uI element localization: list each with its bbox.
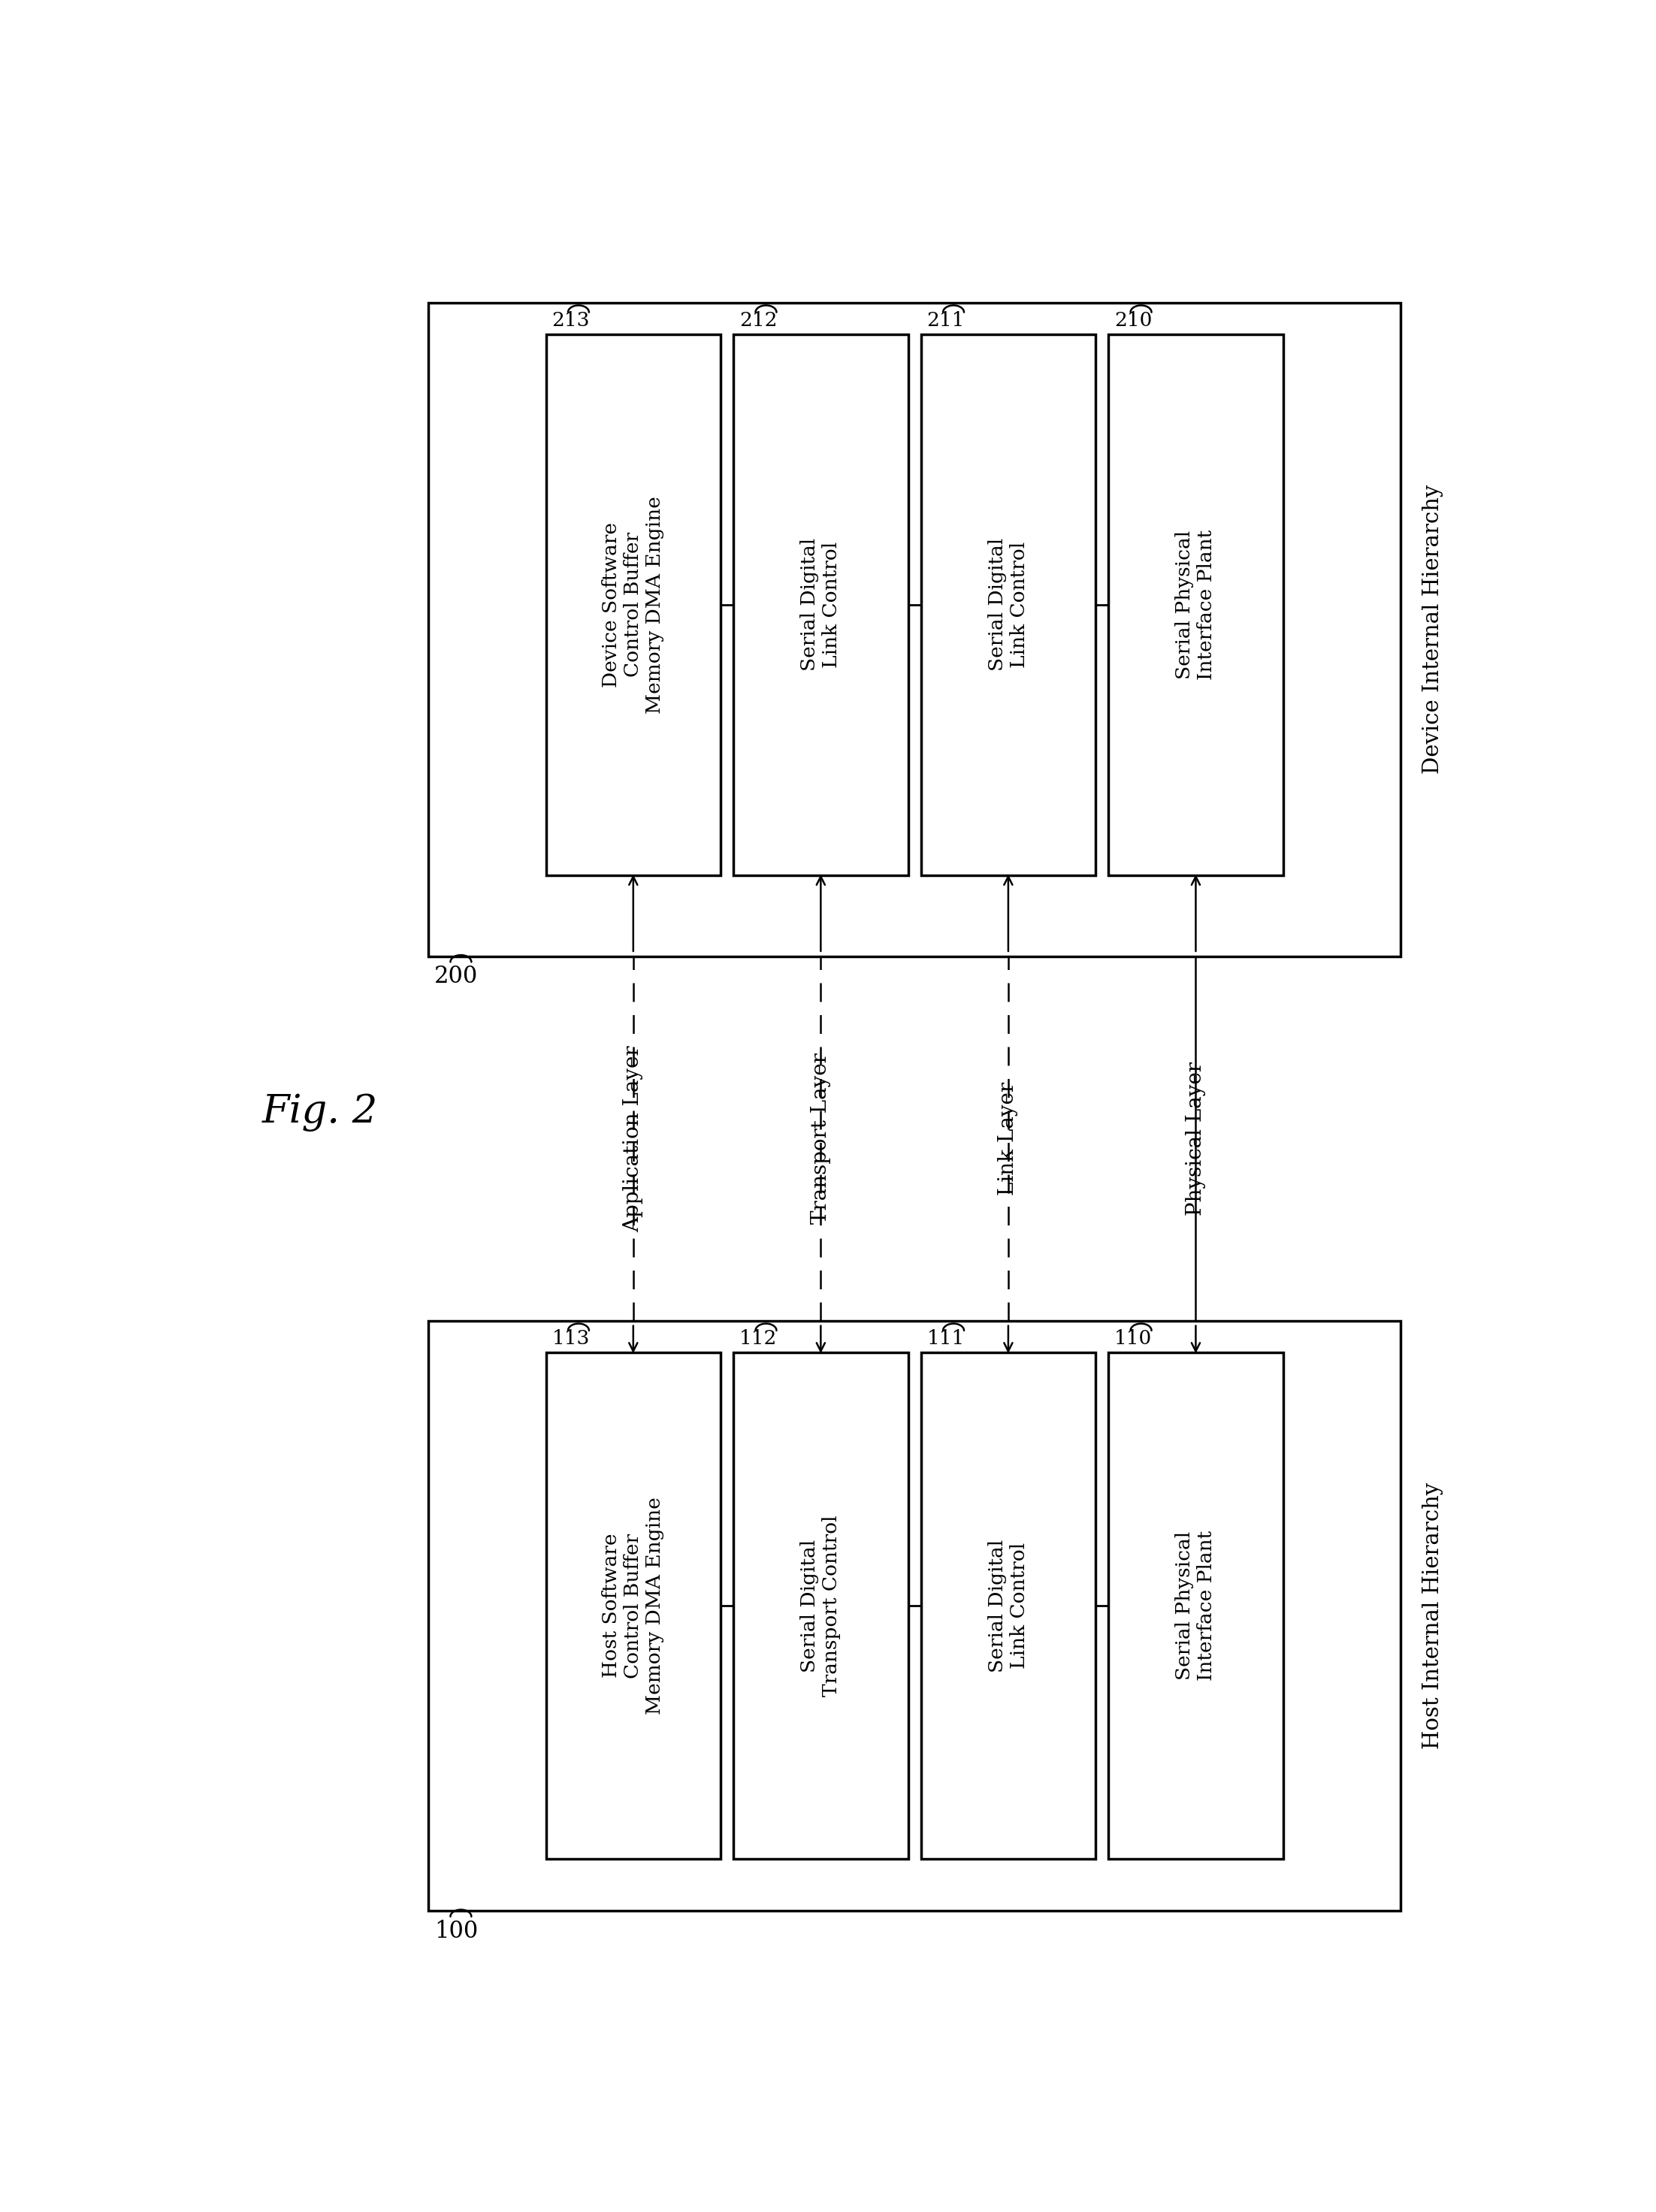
Text: Serial Physical
Interface Plant: Serial Physical Interface Plant [1176,529,1216,679]
Text: Device Software
Control Buffer
Memory DMA Engine: Device Software Control Buffer Memory DM… [603,495,664,714]
Text: 100: 100 [434,1920,479,1942]
Bar [921,1352,1096,1858]
Text: 210: 210 [1114,312,1153,330]
Text: 212: 212 [739,312,777,330]
Bar [546,334,720,876]
Bar [921,334,1096,876]
Text: Host Software
Control Buffer
Memory DMA Engine: Host Software Control Buffer Memory DMA … [603,1498,664,1714]
Bar [1108,1352,1283,1858]
Bar [546,1352,720,1858]
Text: Serial Physical
Interface Plant: Serial Physical Interface Plant [1176,1531,1216,1681]
Text: 211: 211 [927,312,964,330]
Text: Transport Layer: Transport Layer [810,1053,831,1223]
Text: Application Layer: Application Layer [623,1044,644,1232]
Text: Serial Digital
Link Control: Serial Digital Link Control [989,538,1028,670]
Text: 113: 113 [551,1329,590,1347]
Bar [734,334,907,876]
Text: 200: 200 [434,964,479,989]
Text: 111: 111 [927,1329,964,1347]
Text: Link Layer: Link Layer [999,1082,1018,1194]
Text: Fig. 2: Fig. 2 [262,1093,378,1133]
Text: Host Internal Hierarchy: Host Internal Hierarchy [1423,1482,1444,1750]
Bar [429,1321,1401,1911]
Bar [734,1352,907,1858]
Text: Serial Digital
Transport Control: Serial Digital Transport Control [800,1515,841,1697]
Text: Device Internal Hierarchy: Device Internal Hierarchy [1423,484,1444,774]
Text: Physical Layer: Physical Layer [1186,1062,1206,1214]
Text: Serial Digital
Link Control: Serial Digital Link Control [800,538,841,670]
Bar [429,303,1401,956]
Text: 112: 112 [739,1329,777,1347]
Text: 213: 213 [551,312,590,330]
Bar [1108,334,1283,876]
Text: Serial Digital
Link Control: Serial Digital Link Control [989,1540,1028,1672]
Text: 110: 110 [1114,1329,1153,1347]
